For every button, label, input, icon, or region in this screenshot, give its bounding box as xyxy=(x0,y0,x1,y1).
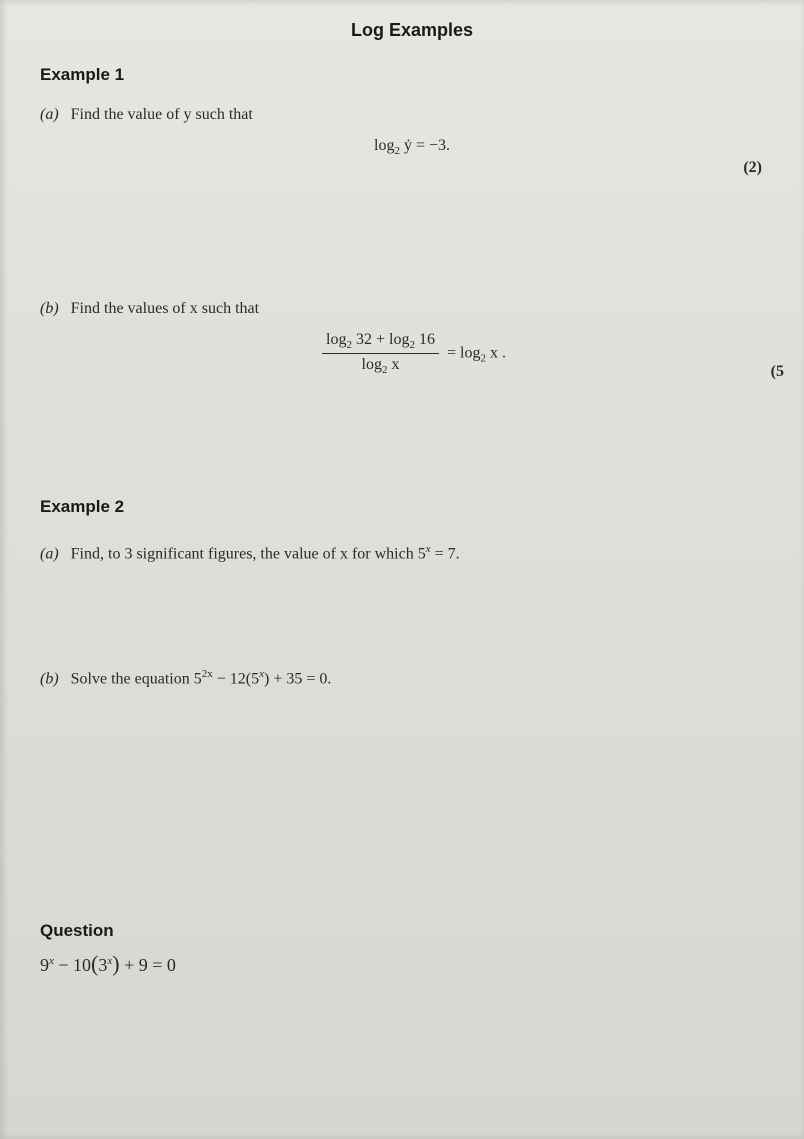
log-arg: x . xyxy=(486,345,506,362)
example-1-part-b: (b) Find the values of x such that log2 … xyxy=(40,297,784,376)
marks-1b: (5 xyxy=(771,363,784,381)
eq-rhs-pre: = log xyxy=(447,345,480,362)
log-arg: ẏ xyxy=(400,137,416,154)
worksheet-page: Log Examples Example 1 (a) Find the valu… xyxy=(0,0,804,1139)
part-label: (a) xyxy=(40,545,59,562)
part-text: Find, to 3 significant figures, the valu… xyxy=(71,545,426,562)
question-equation: 9x − 10(3x) + 9 = 0 xyxy=(40,951,784,977)
base: 9 xyxy=(40,955,49,975)
fraction: log2 32 + log2 16 log2 x xyxy=(322,331,439,376)
paren: ) xyxy=(112,951,119,976)
log-arg: 32 + log xyxy=(352,331,409,348)
part-b-prompt: (b) Solve the equation 52x − 12(5x) + 35… xyxy=(40,666,784,691)
term: − 10 xyxy=(54,955,91,975)
numerator: log2 32 + log2 16 xyxy=(322,331,439,354)
question-heading: Question xyxy=(40,921,784,941)
part-label: (a) xyxy=(40,106,59,123)
example-1-part-a: (a) Find the value of y such that log2 y… xyxy=(40,103,784,157)
equation-1b: log2 32 + log2 16 log2 x = log2 x . xyxy=(40,331,784,376)
part-text: Solve the equation 5 xyxy=(71,670,202,687)
eq-rhs: = −3. xyxy=(416,137,450,154)
log-arg: 16 xyxy=(415,331,435,348)
example-2-heading: Example 2 xyxy=(40,497,784,517)
term: + 9 = 0 xyxy=(120,955,176,975)
part-label: (b) xyxy=(40,670,59,687)
page-title: Log Examples xyxy=(40,20,784,41)
part-b-prompt: (b) Find the values of x such that xyxy=(40,297,784,321)
part-a-prompt: (a) Find the value of y such that xyxy=(40,103,784,127)
part-a-prompt: (a) Find, to 3 significant figures, the … xyxy=(40,541,784,566)
mid-text: − 12(5 xyxy=(213,670,259,687)
tail-text: ) + 35 = 0. xyxy=(264,670,331,687)
log-arg: x xyxy=(387,356,399,373)
denominator: log2 x xyxy=(322,354,439,376)
log-text: log xyxy=(362,356,382,373)
example-1-heading: Example 1 xyxy=(40,65,784,85)
part-label: (b) xyxy=(40,300,59,317)
example-2-part-a: (a) Find, to 3 significant figures, the … xyxy=(40,541,784,566)
exponent: 2x xyxy=(202,668,213,680)
example-2-part-b: (b) Solve the equation 52x − 12(5x) + 35… xyxy=(40,666,784,691)
part-text: Find the value of y such that xyxy=(71,106,253,123)
marks-1a: (2) xyxy=(743,159,762,177)
tail-text: = 7. xyxy=(431,545,460,562)
part-text: Find the values of x such that xyxy=(71,300,259,317)
log-text: log xyxy=(374,137,394,154)
log-text: log xyxy=(326,331,346,348)
equation-1a: log2 ẏ = −3. xyxy=(40,137,784,157)
